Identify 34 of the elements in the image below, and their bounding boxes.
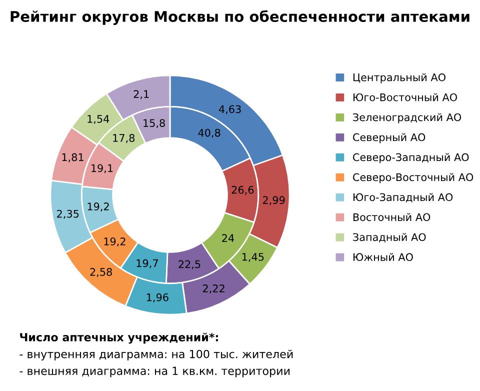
data-label: 22,5 (178, 260, 200, 270)
data-label: 17,8 (113, 134, 135, 143)
legend-label: Юго-Восточный АО (354, 93, 457, 102)
legend-label: Северный АО (353, 133, 426, 144)
legend-label: Северо-Восточный АО (353, 173, 474, 184)
text: Число аптечных учреждений*: (20, 332, 218, 344)
data-label: 2,22 (202, 284, 224, 294)
legend-label: Южный АО (354, 253, 413, 262)
data-label: 19,2 (88, 202, 109, 212)
data-label: 19,1 (92, 164, 113, 174)
legend-label: Юго-Западный АО (354, 193, 453, 202)
data-label: 15,8 (144, 119, 165, 128)
text: - внешняя диаграмма: на 1 кв.км. территории (20, 366, 290, 378)
data-label: 40,8 (198, 128, 220, 138)
data-label: 2,1 (134, 90, 149, 100)
data-label: 26,6 (232, 186, 254, 195)
data-label: 2,35 (57, 210, 79, 219)
data-label: 19,7 (136, 259, 158, 268)
legend-label: Восточный АО (353, 213, 430, 222)
data-label: 4,63 (218, 105, 241, 114)
legend-label: Западный АО (353, 233, 426, 242)
data-label: 1,96 (146, 293, 168, 302)
legend-label: Зеленоградский АО (353, 113, 462, 124)
data-label: 1,54 (88, 115, 110, 124)
legend-label: Северо-Западный АО (353, 153, 469, 164)
data-label: 1,45 (242, 253, 264, 262)
data-label: 19,2 (104, 237, 126, 246)
text: - внутренняя диаграмма: на 100 тыс. жителей (20, 350, 293, 360)
legend-label: Центральный АО (353, 73, 446, 84)
data-label: 2,58 (90, 268, 112, 277)
data-label: 2,99 (262, 196, 285, 206)
chart-title: Рейтинг округов Москвы по обеспеченности аптеками (10, 10, 470, 25)
data-label: 1,81 (62, 153, 84, 162)
data-label: 24 (222, 234, 234, 242)
